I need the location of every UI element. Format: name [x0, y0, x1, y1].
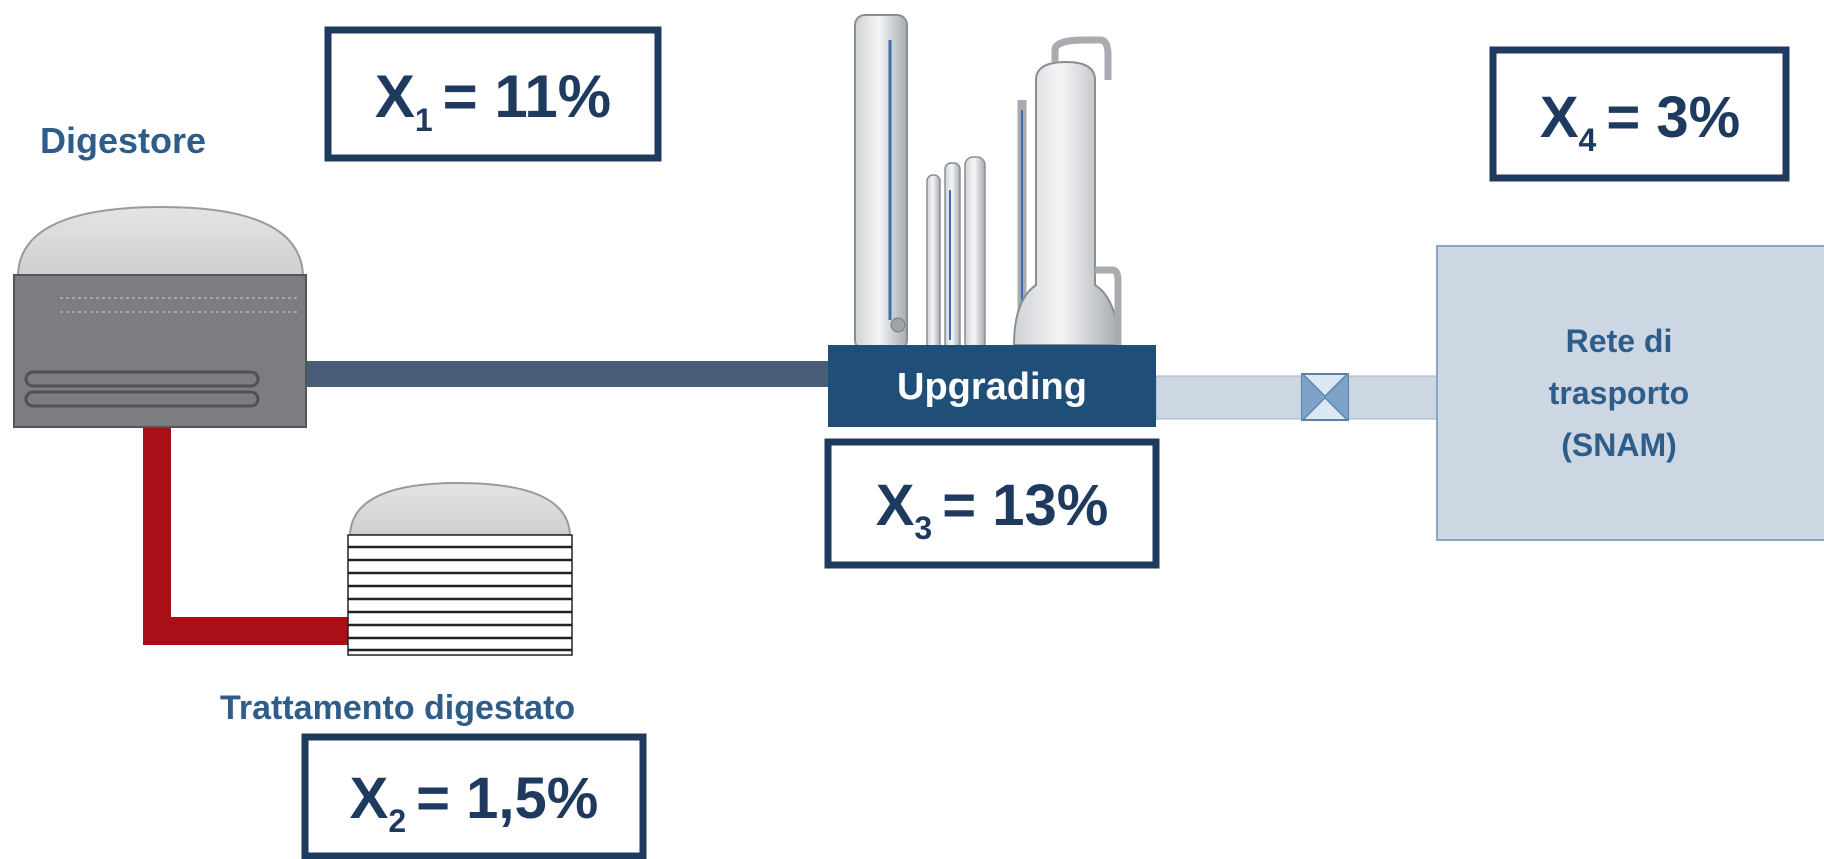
indicator-x2: X2 = 1,5% [301, 733, 647, 859]
svg-text:X1= 11%: X1 = 11% [375, 63, 611, 138]
x2-value: = 1,5% [416, 766, 598, 831]
indicator-x3: X3 = 13% [824, 438, 1160, 569]
x1-value: = 11% [443, 63, 612, 130]
digestore-label: Digestore [40, 120, 206, 161]
digester-tank-icon [13, 205, 307, 428]
upgrading-box [828, 345, 1156, 427]
x4-value: = 3% [1606, 85, 1740, 150]
digestate-pipe [143, 425, 353, 645]
x2-var: X [350, 766, 389, 831]
biomethane-pipe [1155, 375, 1440, 420]
x1-var: X [375, 63, 415, 130]
x1-sub: 1 [415, 102, 433, 138]
x2-sub: 2 [388, 803, 406, 839]
x3-sub: 3 [914, 510, 932, 546]
x3-value: = 13% [942, 473, 1108, 538]
svg-text:X4= 3%: X4 = 3% [1540, 85, 1740, 158]
trattamento-label: Trattamento digestato [220, 689, 575, 727]
rete-label-line2: trasporto [1549, 375, 1689, 411]
svg-text:X2= 1,5%: X2 = 1,5% [350, 766, 599, 839]
biogas-pipe [305, 361, 850, 387]
rete-label-line1: Rete di [1566, 323, 1673, 359]
x4-sub: 4 [1579, 122, 1597, 158]
rete-box [1436, 245, 1824, 541]
digestate-storage-icon [347, 481, 573, 656]
indicator-x4: X4 = 3% [1489, 46, 1790, 182]
indicator-x1: X1 = 11% [324, 26, 662, 162]
x3-var: X [876, 473, 915, 538]
x4-var: X [1540, 85, 1579, 150]
upgrading-label: Upgrading [897, 366, 1087, 408]
rete-label-line3: (SNAM) [1561, 427, 1677, 463]
valve-icon [1301, 373, 1349, 421]
svg-text:X3= 13%: X3 = 13% [876, 473, 1109, 546]
distillation-columns-icon [854, 14, 1122, 351]
